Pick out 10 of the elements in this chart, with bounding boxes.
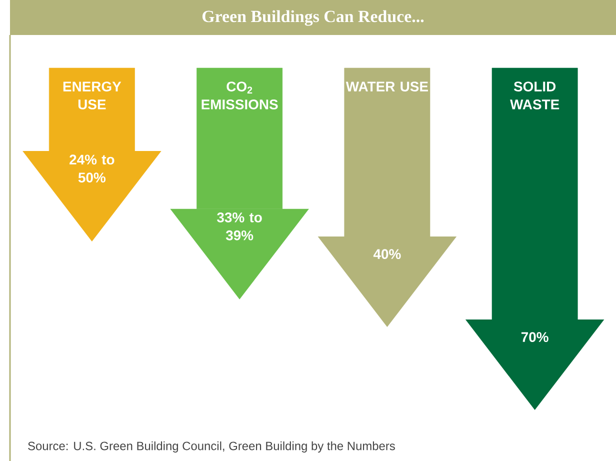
source-note: Source: U.S. Green Building Council, Green Building by the Numbers <box>28 441 395 453</box>
annotation: 33% to 39% <box>217 212 262 240</box>
x-tick-label: WATER USE <box>346 82 428 92</box>
x-tick-label: SOLID WASTE <box>510 82 560 110</box>
annotation: 24% to 50% <box>70 154 114 182</box>
chart-title: Green Buildings Can Reduce... <box>202 10 424 26</box>
x-tick-label: CO$_{2}$ EMISSIONS <box>202 82 278 110</box>
annotation: 40% <box>373 249 401 260</box>
text: 70% <box>521 332 548 342</box>
x-tick-label: ENERGY USE <box>63 82 122 110</box>
